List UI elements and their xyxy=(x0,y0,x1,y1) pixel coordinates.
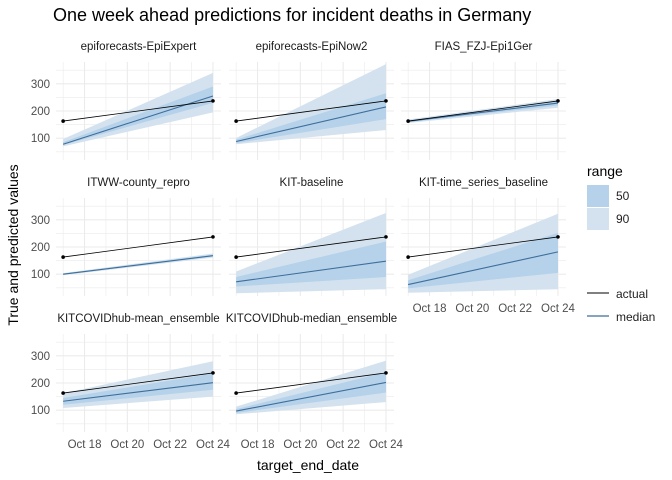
actual-point xyxy=(384,235,388,239)
x-tick-label: Oct 24 xyxy=(369,439,403,451)
legend-range-title: range xyxy=(587,163,623,179)
y-tick-label: 100 xyxy=(31,269,50,281)
facet-panel: KITCOVIDhub-mean_ensemble 100 200 300 xyxy=(31,313,221,432)
y-tick-label: 300 xyxy=(31,79,50,91)
actual-point xyxy=(556,235,560,239)
facet-strip-label: epiforecasts-EpiExpert xyxy=(81,41,197,53)
y-tick-label: 300 xyxy=(31,351,50,363)
y-tick-label: 300 xyxy=(31,215,50,227)
actual-point xyxy=(556,99,560,103)
facet-strip-label: KITCOVIDhub-mean_ensemble xyxy=(57,313,219,325)
x-tick-label: Oct 22 xyxy=(498,303,532,315)
actual-line xyxy=(408,100,559,122)
actual-point xyxy=(406,255,410,259)
x-axis-ticks: Oct 18 Oct 20 Oct 22 Oct 24 Oct 18 Oct 20 Oct … xyxy=(68,303,576,451)
y-axis-label: True and predicted values xyxy=(5,164,21,325)
actual-line xyxy=(63,372,214,394)
x-tick-label: Oct 24 xyxy=(196,439,230,451)
legend: range 50 90 actual median xyxy=(587,163,655,324)
actual-point xyxy=(211,371,215,375)
facet-strip-label: KITCOVIDhub-median_ensemble xyxy=(226,313,397,325)
x-tick-label: Oct 24 xyxy=(541,303,575,315)
facet-panel: epiforecasts-EpiNow2 xyxy=(229,41,394,160)
ribbon-90 xyxy=(63,72,213,147)
median-line xyxy=(62,95,214,145)
y-tick-label: 200 xyxy=(31,242,50,254)
facet-strip-label: epiforecasts-EpiNow2 xyxy=(256,41,368,53)
actual-line xyxy=(63,236,214,258)
median-line xyxy=(236,381,387,412)
median-line xyxy=(63,382,214,402)
actual-line xyxy=(236,100,387,122)
median-line xyxy=(408,102,559,122)
legend-label-median: median xyxy=(616,310,655,324)
facet-panel: epiforecasts-EpiExpert 100 200 300 xyxy=(31,41,221,160)
x-tick-label: Oct 18 xyxy=(241,439,275,451)
facet-panel: KITCOVIDhub-median_ensemble xyxy=(226,313,397,432)
y-tick-label: 200 xyxy=(31,106,50,118)
x-tick-label: Oct 18 xyxy=(68,439,102,451)
legend-label-90: 90 xyxy=(616,212,630,226)
x-tick-label: Oct 20 xyxy=(283,439,317,451)
actual-point xyxy=(61,255,65,259)
median-line xyxy=(236,106,387,143)
facet-strip-label: KIT-baseline xyxy=(280,177,344,189)
x-tick-label: Oct 18 xyxy=(413,303,447,315)
y-tick-label: 100 xyxy=(31,133,50,145)
legend-key-50 xyxy=(587,185,609,207)
ribbon-50 xyxy=(236,372,386,413)
facet-panel: FIAS_FZJ-Epi1Ger xyxy=(401,41,566,160)
facet-strip-label: KIT-time_series_baseline xyxy=(419,177,548,189)
median-line xyxy=(63,255,214,275)
actual-point xyxy=(406,119,410,123)
facet-panels: epiforecasts-EpiExpert100200300epiforeca… xyxy=(31,41,566,432)
legend-label-actual: actual xyxy=(616,287,648,301)
actual-point xyxy=(234,255,238,259)
actual-point xyxy=(384,99,388,103)
ribbon-50 xyxy=(63,86,213,146)
legend-label-50: 50 xyxy=(616,189,630,203)
actual-point xyxy=(384,371,388,375)
actual-line xyxy=(408,236,559,258)
facet-strip-label: ITWW-county_repro xyxy=(87,177,190,189)
actual-line xyxy=(236,236,387,258)
y-tick-label: 100 xyxy=(31,405,50,417)
y-tick-label: 200 xyxy=(31,378,50,390)
facet-strip-label: FIAS_FZJ-Epi1Ger xyxy=(435,41,533,53)
ribbon-50 xyxy=(236,241,386,287)
actual-point xyxy=(234,391,238,395)
actual-point xyxy=(61,119,65,123)
actual-line xyxy=(236,372,387,394)
x-axis-label: target_end_date xyxy=(257,457,359,473)
median-line xyxy=(408,251,559,286)
legend-key-90 xyxy=(587,208,609,230)
facet-panel: KIT-baseline xyxy=(229,177,394,296)
actual-point xyxy=(211,99,215,103)
actual-point xyxy=(234,119,238,123)
x-tick-label: Oct 22 xyxy=(153,439,187,451)
actual-point xyxy=(211,235,215,239)
x-tick-label: Oct 22 xyxy=(326,439,360,451)
chart-title: One week ahead predictions for incident … xyxy=(53,5,531,25)
actual-point xyxy=(61,391,65,395)
facet-panel: KIT-time_series_baseline xyxy=(401,177,566,296)
actual-line xyxy=(63,100,214,122)
median-line xyxy=(236,260,387,283)
facet-panel: ITWW-county_repro 100 200 300 xyxy=(31,177,221,296)
x-tick-label: Oct 20 xyxy=(455,303,489,315)
x-tick-label: Oct 20 xyxy=(110,439,144,451)
ribbon-50 xyxy=(408,232,558,289)
